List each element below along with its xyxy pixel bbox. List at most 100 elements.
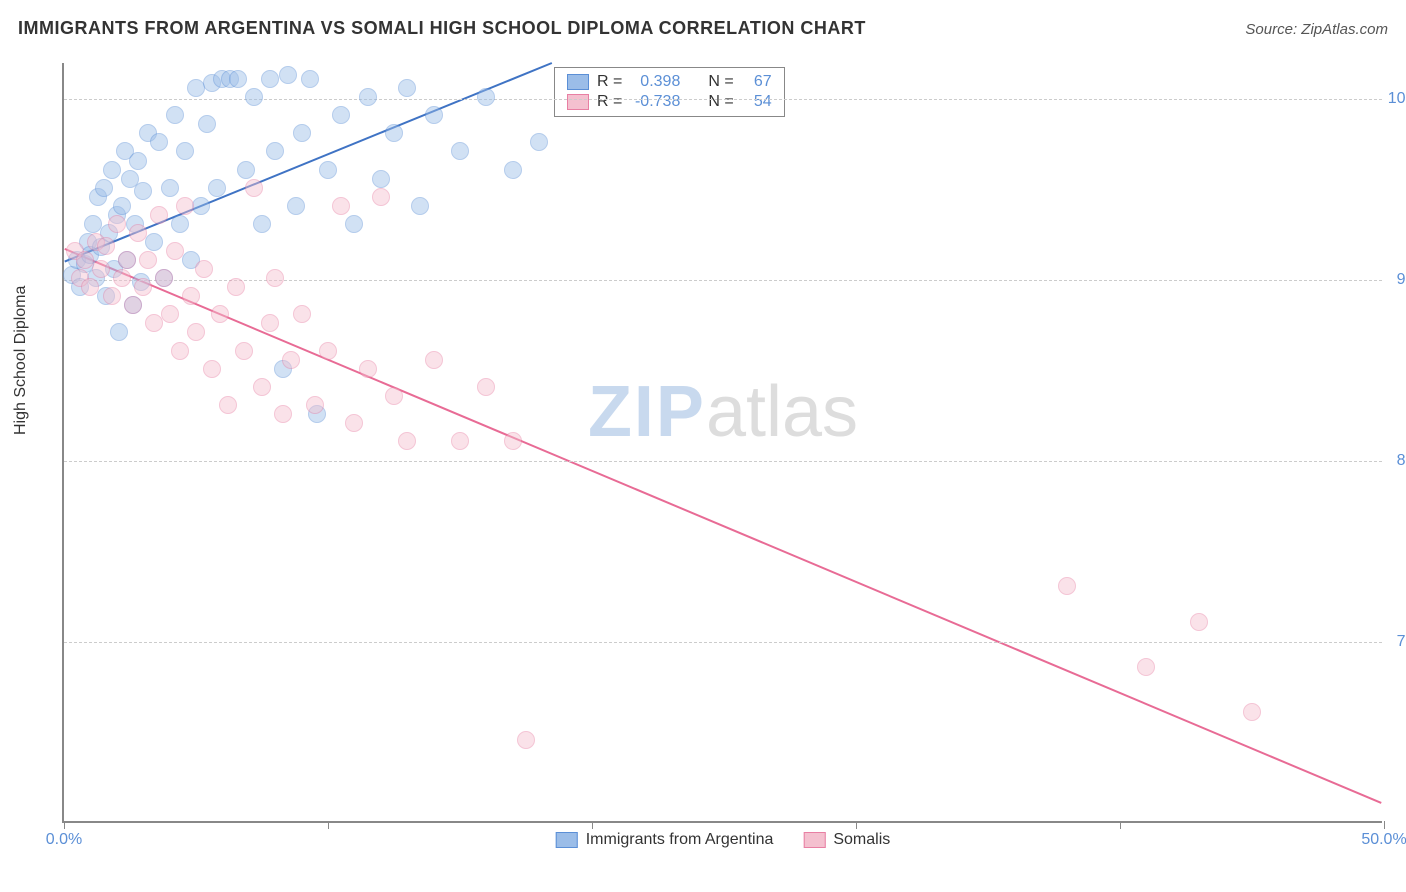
data-point-argentina bbox=[95, 179, 113, 197]
r-label: R = bbox=[597, 93, 622, 111]
data-point-somalis bbox=[274, 405, 292, 423]
legend-label: Immigrants from Argentina bbox=[586, 831, 774, 849]
plot-area: ZIPatlas R =0.398N =67R =-0.738N =54 Imm… bbox=[62, 63, 1382, 823]
data-point-somalis bbox=[211, 305, 229, 323]
x-tick-label: 50.0% bbox=[1361, 831, 1406, 849]
x-tick bbox=[1120, 821, 1121, 829]
data-point-somalis bbox=[150, 206, 168, 224]
data-point-argentina bbox=[150, 133, 168, 151]
data-point-argentina bbox=[279, 66, 297, 84]
data-point-somalis bbox=[425, 351, 443, 369]
data-point-somalis bbox=[176, 197, 194, 215]
data-point-somalis bbox=[245, 179, 263, 197]
swatch-icon bbox=[803, 832, 825, 848]
data-point-somalis bbox=[161, 305, 179, 323]
data-point-somalis bbox=[398, 432, 416, 450]
data-point-somalis bbox=[187, 323, 205, 341]
data-point-somalis bbox=[124, 296, 142, 314]
data-point-somalis bbox=[306, 396, 324, 414]
n-value: 67 bbox=[742, 73, 772, 91]
data-point-argentina bbox=[266, 142, 284, 160]
data-point-somalis bbox=[1058, 577, 1076, 595]
trend-line-somalis bbox=[65, 249, 1382, 803]
data-point-argentina bbox=[192, 197, 210, 215]
chart-title: IMMIGRANTS FROM ARGENTINA VS SOMALI HIGH… bbox=[18, 18, 866, 39]
data-point-argentina bbox=[237, 161, 255, 179]
data-point-somalis bbox=[261, 314, 279, 332]
data-point-somalis bbox=[282, 351, 300, 369]
data-point-somalis bbox=[118, 251, 136, 269]
r-label: R = bbox=[597, 73, 622, 91]
data-point-argentina bbox=[176, 142, 194, 160]
data-point-somalis bbox=[345, 414, 363, 432]
data-point-argentina bbox=[293, 124, 311, 142]
y-tick-label: 80.0% bbox=[1397, 452, 1406, 470]
data-point-argentina bbox=[103, 161, 121, 179]
watermark-zip: ZIP bbox=[588, 372, 706, 452]
data-point-argentina bbox=[359, 88, 377, 106]
n-value: 54 bbox=[742, 93, 772, 111]
r-value: 0.398 bbox=[630, 73, 680, 91]
y-axis-label: High School Diploma bbox=[12, 286, 30, 435]
legend-item-argentina: Immigrants from Argentina bbox=[556, 831, 774, 849]
x-tick bbox=[328, 821, 329, 829]
x-tick-label: 0.0% bbox=[46, 831, 82, 849]
data-point-argentina bbox=[110, 323, 128, 341]
data-point-somalis bbox=[113, 269, 131, 287]
y-tick-label: 100.0% bbox=[1388, 90, 1406, 108]
data-point-argentina bbox=[504, 161, 522, 179]
data-point-somalis bbox=[372, 188, 390, 206]
legend-item-somalis: Somalis bbox=[803, 831, 890, 849]
x-tick bbox=[64, 821, 65, 829]
trend-lines bbox=[64, 63, 1382, 821]
data-point-argentina bbox=[425, 106, 443, 124]
data-point-somalis bbox=[332, 197, 350, 215]
data-point-argentina bbox=[145, 233, 163, 251]
data-point-somalis bbox=[97, 237, 115, 255]
data-point-argentina bbox=[477, 88, 495, 106]
y-tick-label: 90.0% bbox=[1397, 271, 1406, 289]
legend-stats-row-somalis: R = -0.738 N = 54 bbox=[567, 92, 772, 112]
data-point-somalis bbox=[203, 360, 221, 378]
data-point-somalis bbox=[195, 260, 213, 278]
data-point-argentina bbox=[113, 197, 131, 215]
n-label: N = bbox=[708, 93, 733, 111]
data-point-argentina bbox=[451, 142, 469, 160]
data-point-somalis bbox=[219, 396, 237, 414]
r-value: -0.738 bbox=[630, 93, 680, 111]
legend-label: Somalis bbox=[833, 831, 890, 849]
data-point-somalis bbox=[319, 342, 337, 360]
data-point-somalis bbox=[504, 432, 522, 450]
source-attribution: Source: ZipAtlas.com bbox=[1245, 21, 1388, 38]
data-point-somalis bbox=[108, 215, 126, 233]
data-point-somalis bbox=[451, 432, 469, 450]
data-point-somalis bbox=[92, 260, 110, 278]
swatch-icon bbox=[556, 832, 578, 848]
data-point-argentina bbox=[166, 106, 184, 124]
legend-stats-box: R = 0.398 N = 67R = -0.738 N = 54 bbox=[554, 67, 785, 117]
data-point-somalis bbox=[81, 278, 99, 296]
data-point-argentina bbox=[229, 70, 247, 88]
data-point-somalis bbox=[359, 360, 377, 378]
data-point-argentina bbox=[134, 182, 152, 200]
data-point-somalis bbox=[227, 278, 245, 296]
chart-header: IMMIGRANTS FROM ARGENTINA VS SOMALI HIGH… bbox=[18, 18, 1388, 39]
data-point-argentina bbox=[345, 215, 363, 233]
swatch-icon bbox=[567, 94, 589, 110]
watermark: ZIPatlas bbox=[588, 371, 858, 453]
data-point-somalis bbox=[385, 387, 403, 405]
data-point-argentina bbox=[129, 152, 147, 170]
data-point-argentina bbox=[319, 161, 337, 179]
data-point-argentina bbox=[372, 170, 390, 188]
data-point-argentina bbox=[332, 106, 350, 124]
swatch-icon bbox=[567, 74, 589, 90]
data-point-somalis bbox=[139, 251, 157, 269]
data-point-argentina bbox=[245, 88, 263, 106]
data-point-somalis bbox=[166, 242, 184, 260]
data-point-argentina bbox=[198, 115, 216, 133]
x-tick bbox=[592, 821, 593, 829]
data-point-somalis bbox=[1137, 658, 1155, 676]
data-point-somalis bbox=[129, 224, 147, 242]
data-point-argentina bbox=[261, 70, 279, 88]
data-point-argentina bbox=[398, 79, 416, 97]
